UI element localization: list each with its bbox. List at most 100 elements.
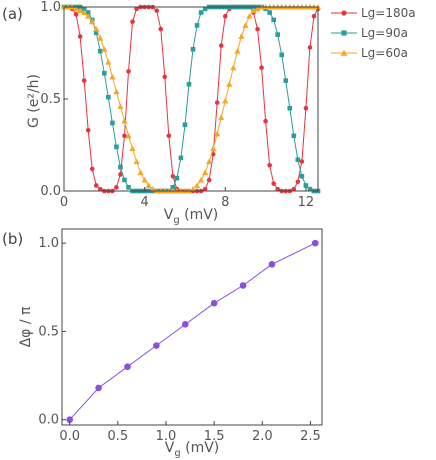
panel-a-series-0-point [214, 100, 220, 105]
panel-b-series-0-point [239, 282, 247, 289]
panel-a-series-2-point [101, 46, 108, 52]
panel-b-plot [66, 239, 319, 424]
panel-b-xlabel-sub: g [174, 448, 180, 459]
panel-a-series-0-point [307, 45, 313, 50]
panel-b-series-0-point [153, 342, 160, 349]
panel-b-ylabel: Δφ / π [18, 306, 34, 347]
panel-b-xtick-label: 0.0 [59, 429, 80, 444]
panel-b-ytick-label: 1.0 [38, 236, 59, 251]
panel-a-legend: Lg=180a Lg=90a Lg=60a [331, 6, 416, 60]
panel-a-legend-marker-1 [341, 30, 347, 36]
panel-a-series-1-point [114, 144, 119, 150]
panel-a-series-1-point [307, 186, 313, 192]
panel-a-series-1-point [279, 52, 285, 58]
panel-a-series-1-point [170, 185, 176, 190]
panel-b-label: (b) [2, 230, 23, 248]
panel-a-series-0-point [206, 177, 212, 183]
panel-a-yticks: 0.0 0.5 1.0 [40, 0, 68, 199]
panel-b-series-0-point [210, 299, 218, 307]
panel-a-legend-label-1: Lg=90a [361, 26, 408, 40]
panel-a-series-1-point [106, 94, 111, 100]
panel-a-series-2-point [234, 48, 241, 54]
panel-a-series-0-point [271, 181, 276, 186]
panel-a-series-2-point [250, 7, 257, 14]
panel-a-series-2-point [254, 5, 261, 12]
panel-a-xlabel-unit: (mV) [180, 207, 219, 223]
panel-b-yticks: 0.0 0.5 1.0 [38, 236, 66, 428]
panel-b-series-0-point [66, 416, 74, 424]
panel-a-series-0-point [162, 74, 168, 80]
panel-a-series-0-point [118, 172, 123, 177]
panel-b: (b) Δφ / π 0.0 0.5 1.0 1.5 2.0 2.5 0.00.51.0 … [2, 228, 323, 459]
panel-a-series-2-point [149, 186, 156, 192]
panel-a-series-1-point [182, 122, 188, 128]
panel-a-series-0-point [259, 65, 264, 71]
panel-a-series-2-point [113, 88, 120, 95]
panel-a-series-1-point [174, 175, 180, 181]
panel-a-ytick-label: 0.0 [40, 184, 61, 199]
panel-a-series-1-point [178, 155, 184, 161]
panel-a-series-0-point [122, 133, 127, 139]
panel-a-series-0-point [291, 186, 297, 192]
panel-a-xtick-label: 0 [60, 195, 68, 210]
panel-a-series-0-point [134, 6, 139, 12]
panel-a-legend-label-0: Lg=180a [361, 6, 416, 20]
panel-a-series-0-point [303, 105, 309, 111]
panel-a-xticks: 0 4 8 12 [60, 187, 314, 210]
panel-a-series-0-point [170, 173, 176, 179]
panel-b-xtick-label: 1.5 [204, 429, 225, 444]
panel-b-ytick-label: 0.0 [38, 413, 59, 428]
panel-a-series-2-point [222, 97, 229, 104]
panel-b-xlabel-unit: (mV) [181, 440, 220, 456]
panel-a-series-1-point [202, 6, 208, 12]
panel-a-series-2-point [197, 176, 205, 183]
panel-a-xlabel-main: V [164, 207, 174, 223]
panel-a-label: (a) [2, 5, 23, 23]
panel-b-ytick-label: 0.5 [38, 324, 59, 339]
panel-a-series-2-point [226, 81, 233, 87]
panel-a-series-1-point [118, 164, 123, 170]
panel-a-xtick-label: 8 [221, 195, 229, 210]
panel-a-series-0-point [114, 185, 119, 190]
panel-a-series-2-point [109, 73, 116, 80]
panel-a-series-0-point [154, 8, 160, 13]
panel-a-legend-marker-0 [341, 10, 347, 16]
panel-a-series-1-point [287, 105, 293, 111]
panel-a-series-2-point [121, 117, 128, 124]
panel-a-series-1-line [64, 6, 318, 192]
panel-b-xtick-label: 2.0 [252, 429, 273, 444]
panel-a-series-2-point [97, 35, 104, 41]
panel-a-ylabel: G (e²/h) [26, 74, 42, 128]
panel-b-series-0-point [95, 384, 102, 392]
panel-a-series-0-point [97, 186, 103, 192]
panel-a-series-0-point [130, 19, 135, 25]
panel-a-series-0-point [85, 127, 91, 133]
panel-b-series-0-point [181, 321, 189, 328]
panel-a-series-1-point [97, 48, 103, 54]
panel-a-series-2-point [218, 114, 225, 120]
panel-a-series-2-point [210, 145, 217, 152]
panel-b-xlabel: Vg (mV) [165, 440, 220, 459]
panel-a-series-2-point [206, 158, 213, 165]
panel-a-series-0-point [126, 69, 131, 74]
panel-a-series-0-point [218, 43, 224, 48]
panel-a-series-1-point [291, 133, 297, 139]
panel-a-xlabel-sub: g [173, 215, 179, 226]
panel-a-series-0-point [299, 159, 305, 164]
panel-a-series-0-point [311, 13, 317, 19]
panel-a-series-2-point [129, 145, 136, 152]
panel-a-series-2-point [89, 18, 96, 25]
panel-a-series-0-point [222, 13, 228, 19]
panel-a-series-0-point [73, 12, 79, 17]
panel-a-series-2-point [93, 25, 100, 32]
panel-a-series-0-point [81, 78, 87, 83]
panel-a-series-2-point [193, 182, 201, 188]
panel-a-series-0-point [202, 186, 208, 192]
panel-a-series-2-point [238, 33, 245, 39]
panel-b-frame [61, 228, 323, 426]
panel-a-series-2-point [242, 22, 249, 28]
panel-a-series-0-point [77, 34, 83, 39]
panel-a-series-0-point [89, 166, 95, 172]
panel-a-series-2-point [125, 132, 132, 139]
